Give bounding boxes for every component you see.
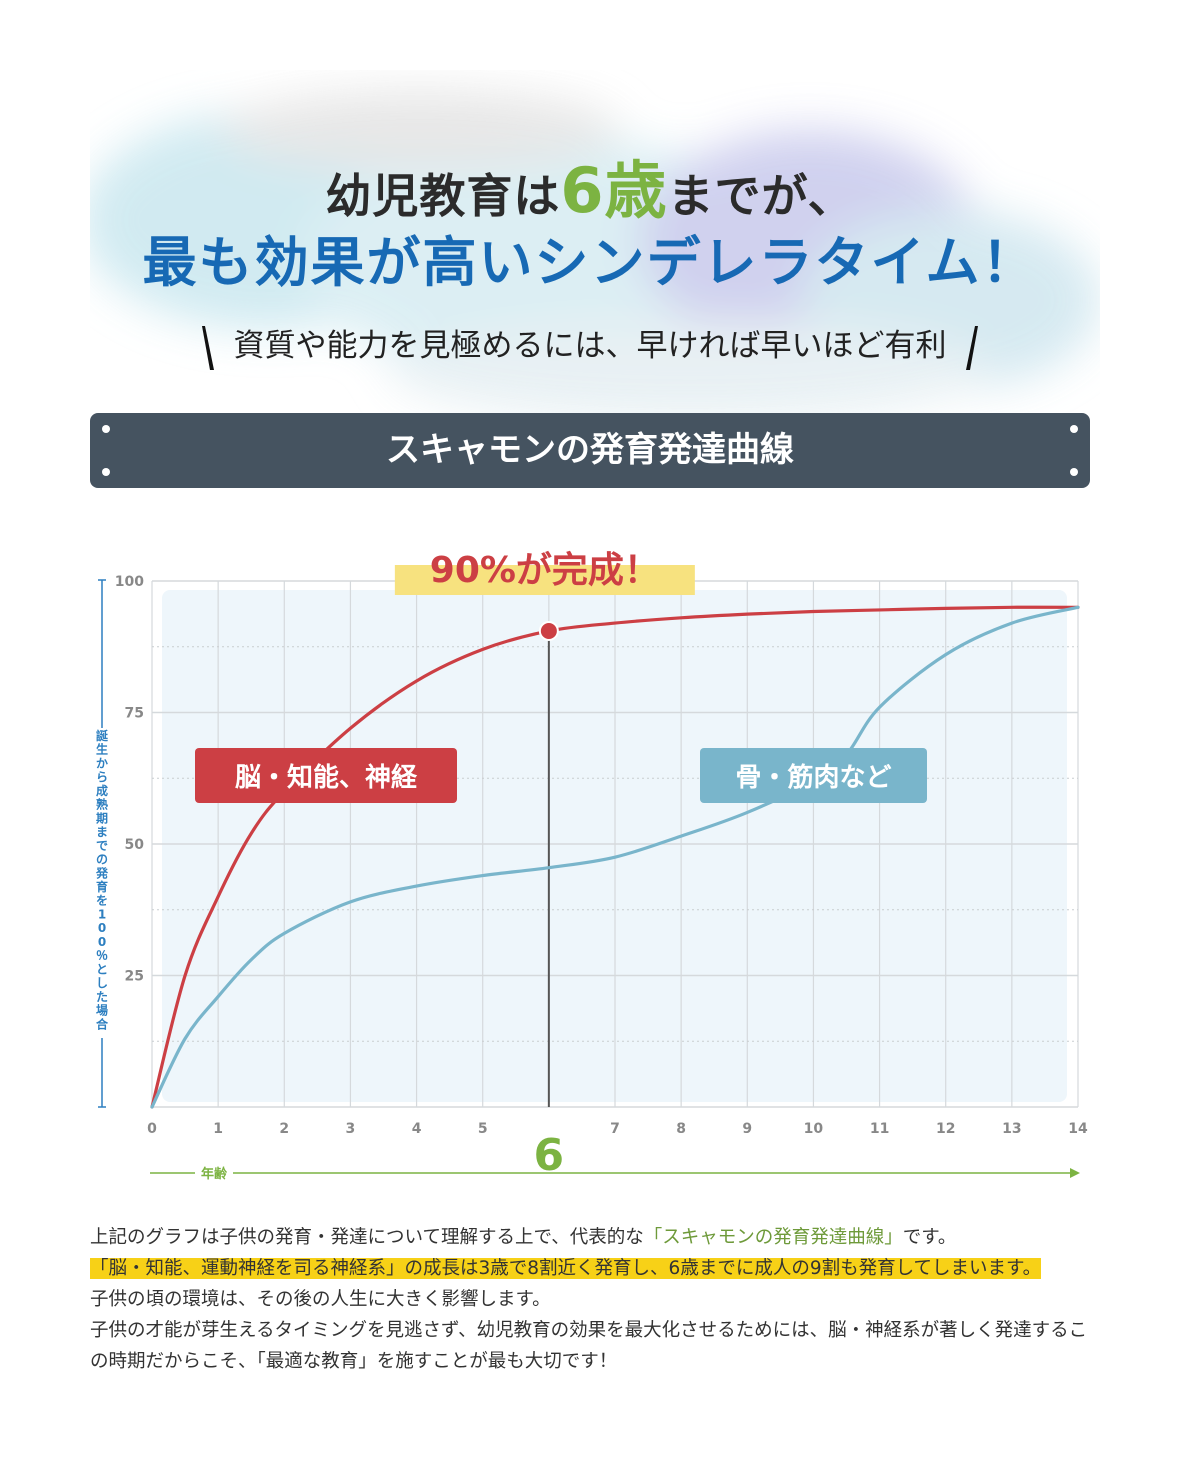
y-axis-label-char: 0 — [98, 921, 106, 935]
description-paragraph: 上記のグラフは子供の発育・発達について理解する上で、代表的な「スキャモンの発育発… — [90, 1222, 1100, 1253]
banner-rivet-icon — [102, 425, 110, 433]
x-axis-label: 年齢 — [201, 1166, 228, 1182]
x-tick-label: 9 — [742, 1121, 752, 1137]
x-tick-label: 0 — [147, 1121, 157, 1137]
banner-rivet-icon — [102, 468, 110, 476]
y-axis-label-char: の — [96, 853, 108, 867]
y-tick-label: 50 — [125, 837, 145, 853]
headline-accent-age: 6歳 — [560, 154, 668, 227]
headline-line-1-before: 幼児教育は — [325, 169, 561, 223]
y-axis-label-char: 熟 — [96, 797, 108, 812]
x-axis-arrow-icon — [1070, 1168, 1080, 1178]
y-axis-label-char: た — [96, 990, 108, 1004]
x-tick-label: 7 — [610, 1121, 620, 1137]
x-tick-label: 1 — [213, 1121, 223, 1137]
x-tick-label: 11 — [870, 1121, 889, 1137]
y-axis-label-char: 発 — [95, 865, 109, 880]
section-banner: スキャモンの発育発達曲線 — [90, 413, 1090, 488]
description-paragraph: 「脳・知能、運動神経を司る神経系」の成長は3歳で8割近く発育し、6歳までに成人の… — [90, 1253, 1100, 1284]
y-axis-label-char: し — [96, 976, 108, 990]
series-label-brain: 脳・知能、神経 — [195, 748, 457, 803]
y-axis-label-char: 場 — [96, 1003, 108, 1018]
y-axis-label-char: 1 — [98, 907, 106, 921]
description-text: 上記のグラフは子供の発育・発達について理解する上で、代表的な — [90, 1227, 644, 1248]
x-tick-label: 8 — [676, 1121, 686, 1137]
x-tick-label: 10 — [804, 1121, 824, 1137]
x-tick-label: 14 — [1068, 1121, 1088, 1137]
y-axis-label-char: 生 — [96, 742, 108, 757]
left-slash-icon — [201, 325, 214, 370]
series-line-bone — [150, 605, 1080, 1109]
y-axis-label-char: と — [96, 962, 108, 976]
y-axis-label-char: 期 — [96, 810, 108, 825]
y-axis-label-char: を — [96, 894, 108, 908]
description-text: です。 — [902, 1227, 957, 1248]
banner-rivet-icon — [1070, 468, 1078, 476]
subtitle: 資質や能力を見極めるには、早ければ早いほど有利 — [0, 320, 1180, 370]
y-tick-label: 75 — [125, 706, 144, 722]
description-paragraph: 子供の頃の環境は、その後の人生に大きく影響します。 — [90, 1289, 551, 1310]
y-axis-label-char: か — [96, 756, 108, 770]
series-line-brain — [150, 605, 1080, 1109]
y-axis-label-char: 成 — [96, 783, 108, 798]
callout-label: 90%が完成！ — [430, 550, 660, 591]
x-axis-label-backdrop — [195, 1164, 233, 1182]
x-tick-label: 4 — [412, 1121, 422, 1137]
y-axis-label-char: で — [96, 839, 108, 853]
x-tick-label: 2 — [279, 1121, 289, 1137]
description: 上記のグラフは子供の発育・発達について理解する上で、代表的な「スキャモンの発育発… — [90, 1222, 1100, 1377]
series-label-bone-box — [700, 748, 927, 803]
y-axis-label-char: 誕 — [96, 728, 108, 743]
y-axis-label-backdrop — [93, 728, 111, 1038]
x-tick-label: 3 — [346, 1121, 356, 1137]
y-tick-label: 100 — [115, 574, 144, 590]
banner-title: スキャモンの発育発達曲線 — [386, 430, 794, 470]
chart-labels: 90%が完成！ 脳・知能、神経 骨・筋肉など — [195, 550, 927, 803]
x-tick-label: 5 — [478, 1121, 488, 1137]
series-label-brain-box — [195, 748, 457, 803]
description-paragraph: 子供の才能が芽生えるタイミングを見逃さず、幼児教育の効果を最大化させるためには、… — [90, 1320, 1088, 1372]
x-tick-label: 13 — [1002, 1121, 1021, 1137]
y-tick-label: 25 — [125, 969, 144, 985]
y-axis-label-char: ％ — [96, 949, 108, 963]
series-label-bone: 骨・筋肉など — [700, 748, 927, 803]
watercolor-background — [90, 90, 1100, 420]
headline-line-1: 幼児教育は6歳までが、 — [0, 140, 1180, 230]
description-highlight: 「スキャモンの発育発達曲線」 — [643, 1227, 903, 1248]
x-tick-label: 12 — [936, 1121, 955, 1137]
headline-line-2: 最も効果が高いシンデレラタイム！ — [142, 231, 1038, 294]
y-axis-label-char: 合 — [96, 1016, 109, 1031]
headline-line-1-after: までが、 — [667, 169, 855, 223]
chart-series — [150, 605, 1080, 1109]
description-marked-text: 「脳・知能、運動神経を司る神経系」の成長は3歳で8割近く発育し、6歳までに成人の… — [90, 1258, 1042, 1279]
subtitle-text: 資質や能力を見極めるには、早ければ早いほど有利 — [233, 328, 947, 364]
y-axis-label-char: ま — [96, 825, 108, 839]
callout-point-marker — [538, 620, 559, 641]
callout-highlight — [394, 565, 695, 595]
right-slash-icon — [966, 325, 979, 370]
y-axis-label-char: 0 — [98, 935, 106, 949]
series-label-brain-text: 脳・知能、神経 — [234, 762, 418, 793]
chart-grid — [151, 580, 1079, 1108]
y-axis-label-char: ら — [96, 770, 108, 784]
banner-rivet-icon — [1070, 425, 1078, 433]
series-label-bone-text: 骨・筋肉など — [735, 762, 891, 793]
y-axis-label-char: 育 — [96, 879, 108, 894]
